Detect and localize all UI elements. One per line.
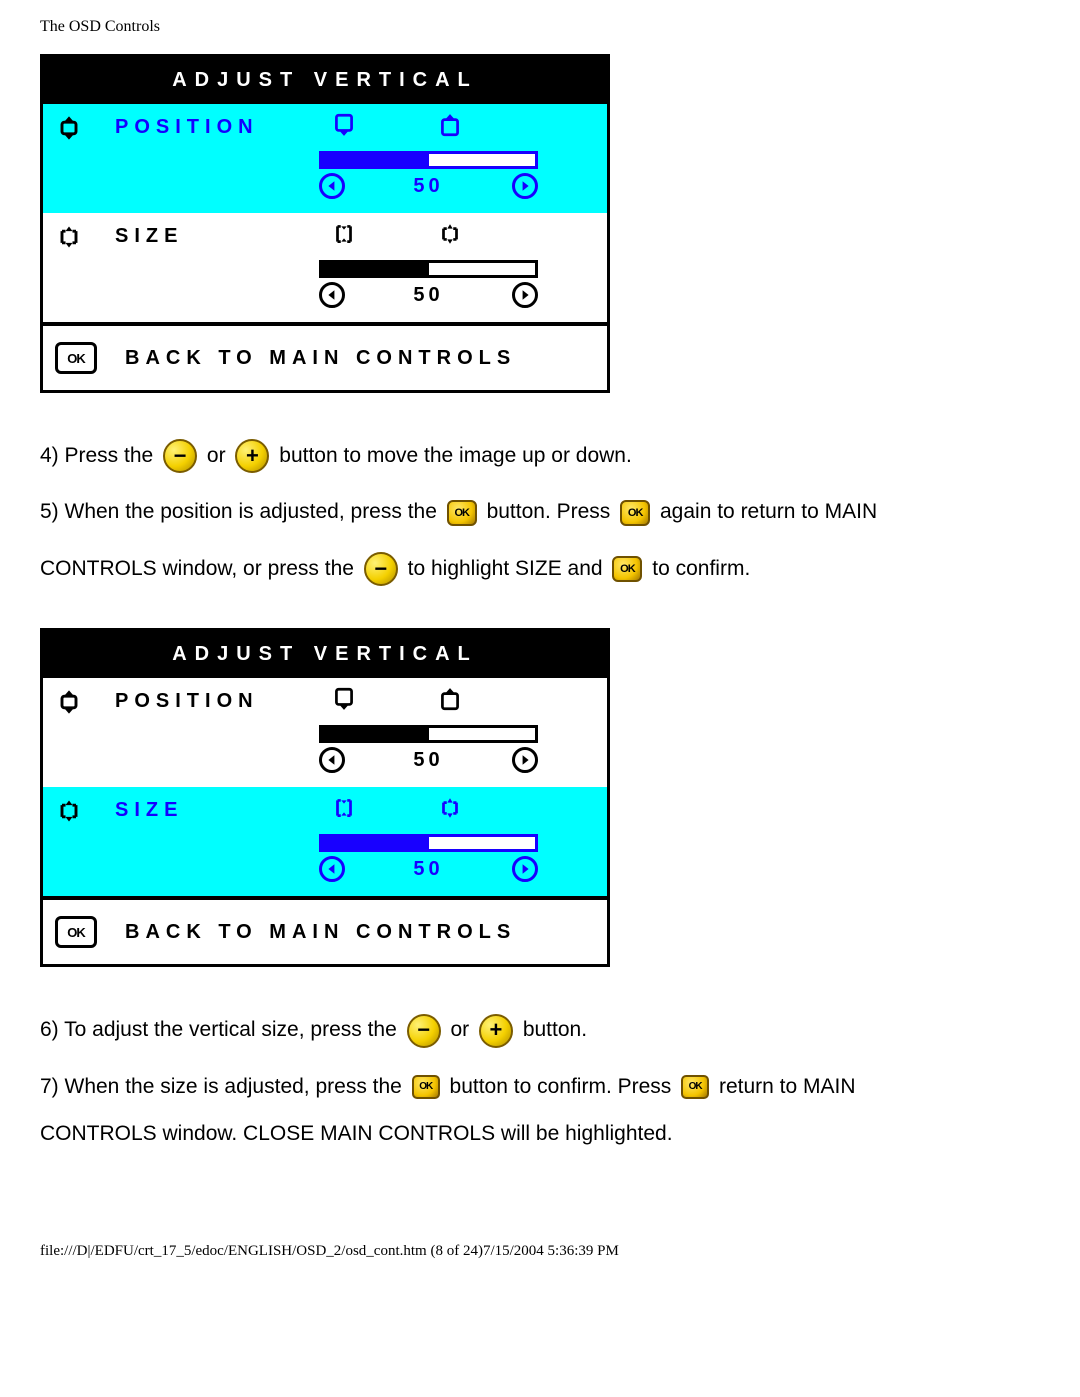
osd-title: ADJUST VERTICAL — [43, 631, 607, 678]
size-bar — [319, 260, 538, 278]
right-arrow-icon — [512, 747, 538, 773]
osd-panel-2: ADJUST VERTICAL POSITION 50 — [40, 628, 610, 967]
text: 4) Press the — [40, 444, 159, 467]
right-arrow-icon — [512, 856, 538, 882]
vsize-icon — [43, 213, 115, 258]
size-row: SIZE 50 — [43, 213, 607, 322]
text: 6) To adjust the vertical size, press th… — [40, 1018, 403, 1041]
size-label: SIZE — [115, 787, 315, 822]
text: again to return to MAIN — [660, 500, 877, 523]
ok-button[interactable]: OK — [620, 500, 650, 526]
text: return to MAIN — [719, 1075, 856, 1098]
text: or — [207, 444, 232, 467]
left-arrow-icon — [319, 747, 345, 773]
left-arrow-icon — [319, 856, 345, 882]
size-controls: 50 — [315, 213, 607, 322]
size-row: SIZE 50 — [43, 787, 607, 896]
vpos-up-icon — [437, 112, 463, 145]
ok-icon: OK — [55, 916, 97, 948]
ok-icon: OK — [55, 342, 97, 374]
right-arrow-icon — [512, 173, 538, 199]
text: or — [450, 1018, 475, 1041]
position-label: POSITION — [115, 104, 315, 139]
position-controls: 50 — [315, 678, 607, 787]
right-arrow-icon — [512, 282, 538, 308]
page-header: The OSD Controls — [40, 18, 1040, 36]
size-bar — [319, 834, 538, 852]
position-value: 50 — [413, 749, 443, 772]
position-arrows: 50 — [319, 747, 538, 773]
vsize-shrink-icon — [331, 221, 357, 254]
vpos-down-icon — [331, 112, 357, 145]
vpos-down-icon — [331, 686, 357, 719]
text: CONTROLS window. CLOSE MAIN CONTROLS wil… — [40, 1122, 673, 1145]
vposition-icon — [43, 678, 115, 723]
text: button to move the image up or down. — [279, 444, 632, 467]
text: to highlight SIZE and — [408, 557, 609, 580]
minus-button[interactable]: − — [407, 1014, 441, 1048]
size-controls: 50 — [315, 787, 607, 896]
ok-button[interactable]: OK — [681, 1075, 709, 1099]
osd-title: ADJUST VERTICAL — [43, 57, 607, 104]
vpos-up-icon — [437, 686, 463, 719]
vposition-icon — [43, 104, 115, 149]
minus-button[interactable]: − — [364, 552, 398, 586]
minus-button[interactable]: − — [163, 439, 197, 473]
plus-button[interactable]: + — [235, 439, 269, 473]
position-value: 50 — [413, 175, 443, 198]
back-label: BACK TO MAIN CONTROLS — [125, 347, 516, 370]
vsize-grow-icon — [437, 795, 463, 828]
size-arrows: 50 — [319, 856, 538, 882]
instruction-block-2: 6) To adjust the vertical size, press th… — [40, 1005, 1040, 1149]
position-arrows: 50 — [319, 173, 538, 199]
left-arrow-icon — [319, 173, 345, 199]
position-label: POSITION — [115, 678, 315, 713]
vsize-icon — [43, 787, 115, 832]
ok-button[interactable]: OK — [447, 500, 477, 526]
position-controls: 50 — [315, 104, 607, 213]
size-value: 50 — [413, 284, 443, 307]
back-row: OK BACK TO MAIN CONTROLS — [43, 322, 607, 390]
back-row: OK BACK TO MAIN CONTROLS — [43, 896, 607, 964]
vsize-grow-icon — [437, 221, 463, 254]
page-footer: file:///D|/EDFU/crt_17_5/edoc/ENGLISH/OS… — [40, 1183, 1040, 1260]
plus-button[interactable]: + — [479, 1014, 513, 1048]
text: 5) When the position is adjusted, press … — [40, 500, 443, 523]
text: button. Press — [487, 500, 617, 523]
size-value: 50 — [413, 858, 443, 881]
text: to confirm. — [652, 557, 750, 580]
position-bar — [319, 725, 538, 743]
osd-panel-1: ADJUST VERTICAL POSITION 50 — [40, 54, 610, 393]
text: 7) When the size is adjusted, press the — [40, 1075, 408, 1098]
ok-button[interactable]: OK — [412, 1075, 440, 1099]
left-arrow-icon — [319, 282, 345, 308]
instruction-block-1: 4) Press the − or + button to move the i… — [40, 431, 1040, 594]
position-row: POSITION 50 — [43, 678, 607, 787]
position-row: POSITION 50 — [43, 104, 607, 213]
vsize-shrink-icon — [331, 795, 357, 828]
text: button. — [523, 1018, 587, 1041]
size-arrows: 50 — [319, 282, 538, 308]
ok-button[interactable]: OK — [612, 556, 642, 582]
size-label: SIZE — [115, 213, 315, 248]
text: CONTROLS window, or press the — [40, 557, 360, 580]
back-label: BACK TO MAIN CONTROLS — [125, 921, 516, 944]
text: button to confirm. Press — [450, 1075, 678, 1098]
position-bar — [319, 151, 538, 169]
